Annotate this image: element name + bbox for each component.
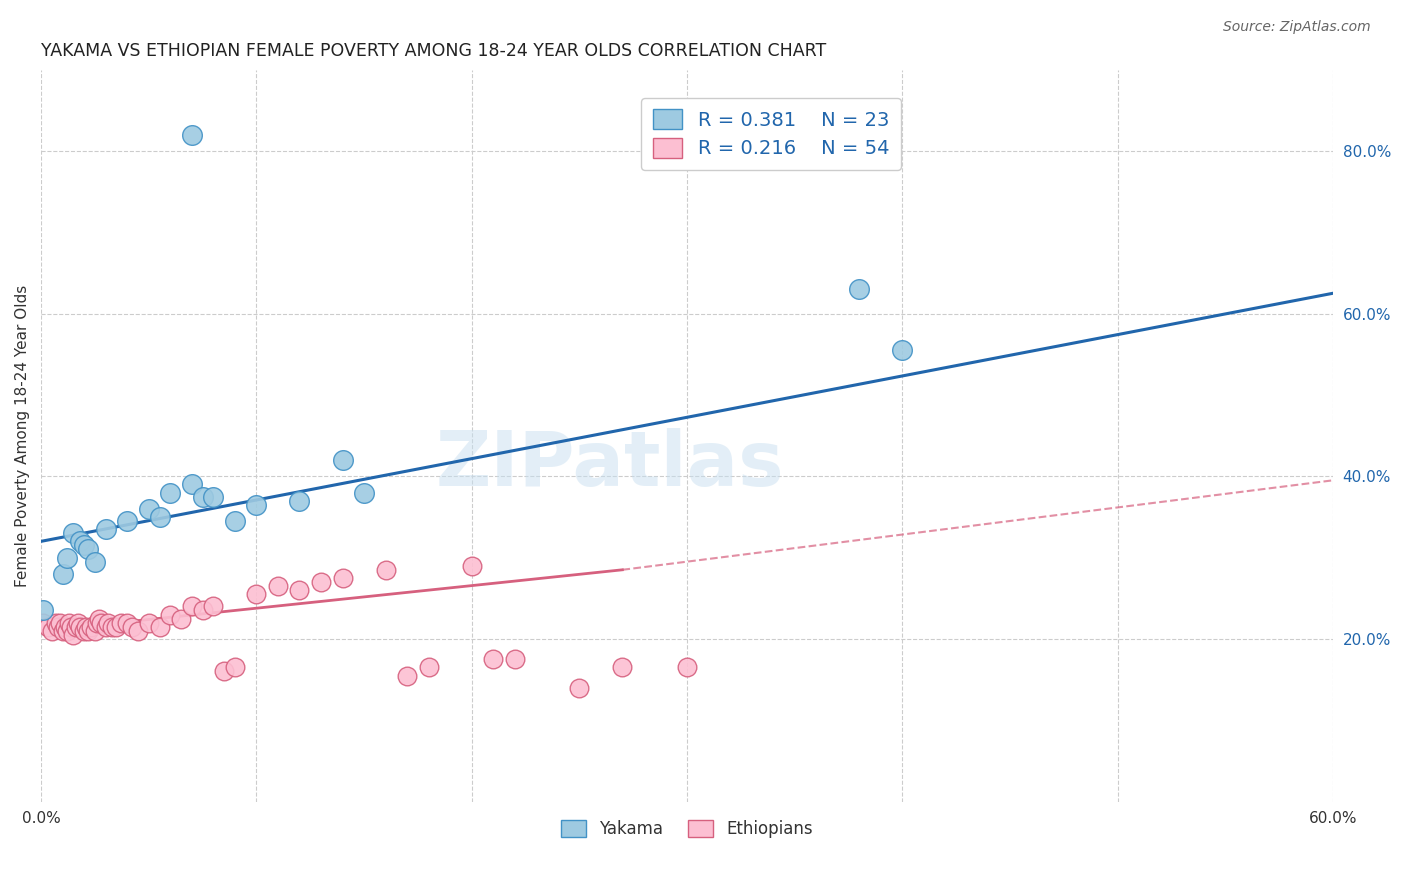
Point [503, 652, 526, 666]
Point [170, 611, 193, 625]
Point [49, 615, 72, 630]
Point [148, 620, 170, 634]
Point [332, 571, 354, 585]
Point [97, 615, 120, 630]
Point [267, 579, 290, 593]
Point [159, 485, 181, 500]
Point [191, 490, 214, 504]
Point [224, 514, 246, 528]
Point [180, 477, 202, 491]
Point [891, 343, 914, 358]
Point [288, 583, 311, 598]
Point [138, 615, 160, 630]
Point [56, 550, 79, 565]
Point [105, 620, 128, 634]
Text: ZIPatlas: ZIPatlas [434, 428, 783, 502]
Point [460, 558, 482, 573]
Point [75, 620, 97, 634]
Point [58, 615, 80, 630]
Point [212, 665, 235, 679]
Point [245, 587, 267, 601]
Point [180, 128, 202, 142]
Point [60, 620, 83, 634]
Point [69, 534, 91, 549]
Point [84, 624, 107, 638]
Point [396, 668, 419, 682]
Point [418, 660, 440, 674]
Point [224, 660, 246, 674]
Point [53, 620, 76, 634]
Point [848, 282, 870, 296]
Point [41, 624, 63, 638]
Point [202, 599, 225, 614]
Point [69, 620, 91, 634]
Point [288, 493, 311, 508]
Text: YAKAMA VS ETHIOPIAN FEMALE POVERTY AMONG 18-24 YEAR OLDS CORRELATION CHART: YAKAMA VS ETHIOPIAN FEMALE POVERTY AMONG… [41, 42, 827, 60]
Point [568, 681, 591, 695]
Point [180, 599, 202, 614]
Point [52, 624, 75, 638]
Point [73, 538, 96, 552]
Point [101, 620, 124, 634]
Point [52, 566, 75, 581]
Point [482, 652, 505, 666]
Point [374, 563, 396, 577]
Point [202, 490, 225, 504]
Point [62, 526, 84, 541]
Point [191, 603, 214, 617]
Point [121, 620, 143, 634]
Point [32, 615, 55, 630]
Point [148, 510, 170, 524]
Point [89, 611, 111, 625]
Point [115, 514, 138, 528]
Point [90, 615, 112, 630]
Point [77, 542, 100, 557]
Legend: Yakama, Ethiopians: Yakama, Ethiopians [554, 813, 820, 845]
Point [62, 628, 84, 642]
Text: Source: ZipAtlas.com: Source: ZipAtlas.com [1223, 20, 1371, 34]
Point [115, 615, 138, 630]
Point [332, 453, 354, 467]
Point [94, 620, 117, 634]
Point [66, 615, 89, 630]
Point [110, 615, 132, 630]
Point [138, 501, 160, 516]
Y-axis label: Female Poverty Among 18-24 Year Olds: Female Poverty Among 18-24 Year Olds [15, 285, 30, 587]
Point [37, 620, 59, 634]
Point [46, 620, 69, 634]
Point [84, 555, 107, 569]
Point [245, 498, 267, 512]
Point [612, 660, 634, 674]
Point [45, 615, 67, 630]
Point [79, 620, 101, 634]
Point [676, 660, 699, 674]
Point [77, 624, 100, 638]
Point [94, 522, 117, 536]
Point [159, 607, 181, 622]
Point [309, 574, 332, 589]
Point [86, 615, 108, 630]
Point [56, 624, 79, 638]
Point [127, 624, 149, 638]
Point [73, 624, 96, 638]
Point [32, 603, 55, 617]
Point [353, 485, 375, 500]
Point [65, 620, 87, 634]
